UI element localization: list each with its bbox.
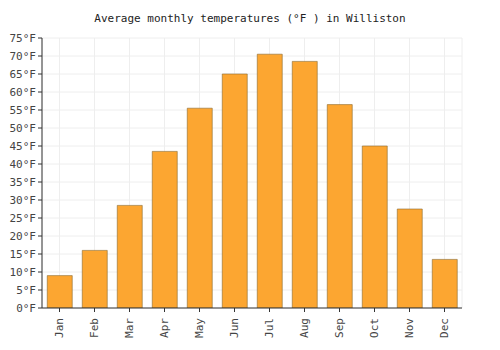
html-text:Average monthly temperatures (: Average monthly temperatures (°F ) in Wi… (94, 12, 406, 25)
svg-text:25°F: 25°F (10, 212, 37, 225)
svg-text:50°F: 50°F (10, 122, 37, 135)
svg-text:May: May (193, 318, 206, 338)
svg-text:Sep: Sep (333, 318, 346, 338)
svg-text:65°F: 65°F (10, 68, 37, 81)
svg-text:Nov: Nov (403, 318, 416, 338)
svg-text:60°F: 60°F (10, 86, 37, 99)
svg-text:15°F: 15°F (10, 248, 37, 261)
svg-text:35°F: 35°F (10, 176, 37, 189)
svg-text:Aug: Aug (298, 318, 311, 338)
svg-text:5°F: 5°F (16, 284, 36, 297)
svg-text:55°F: 55°F (10, 104, 37, 117)
svg-text:75°F: 75°F (10, 32, 37, 45)
svg-text:Apr: Apr (158, 318, 171, 338)
svg-text:Feb: Feb (88, 318, 101, 338)
svg-text:0°F: 0°F (16, 302, 36, 315)
svg-text:30°F: 30°F (10, 194, 37, 207)
svg-text:Oct: Oct (368, 318, 381, 338)
svg-text:Mar: Mar (123, 318, 136, 338)
svg-text:40°F: 40°F (10, 158, 37, 171)
svg-text:70°F: 70°F (10, 50, 37, 63)
svg-text:10°F: 10°F (10, 266, 37, 279)
svg-text:45°F: 45°F (10, 140, 37, 153)
svg-text:20°F: 20°F (10, 230, 37, 243)
svg-text:Jul: Jul (263, 318, 276, 338)
svg-text:Jan: Jan (53, 318, 66, 338)
svg-text:Dec: Dec (438, 318, 451, 338)
svg-text:Jun: Jun (228, 318, 241, 338)
